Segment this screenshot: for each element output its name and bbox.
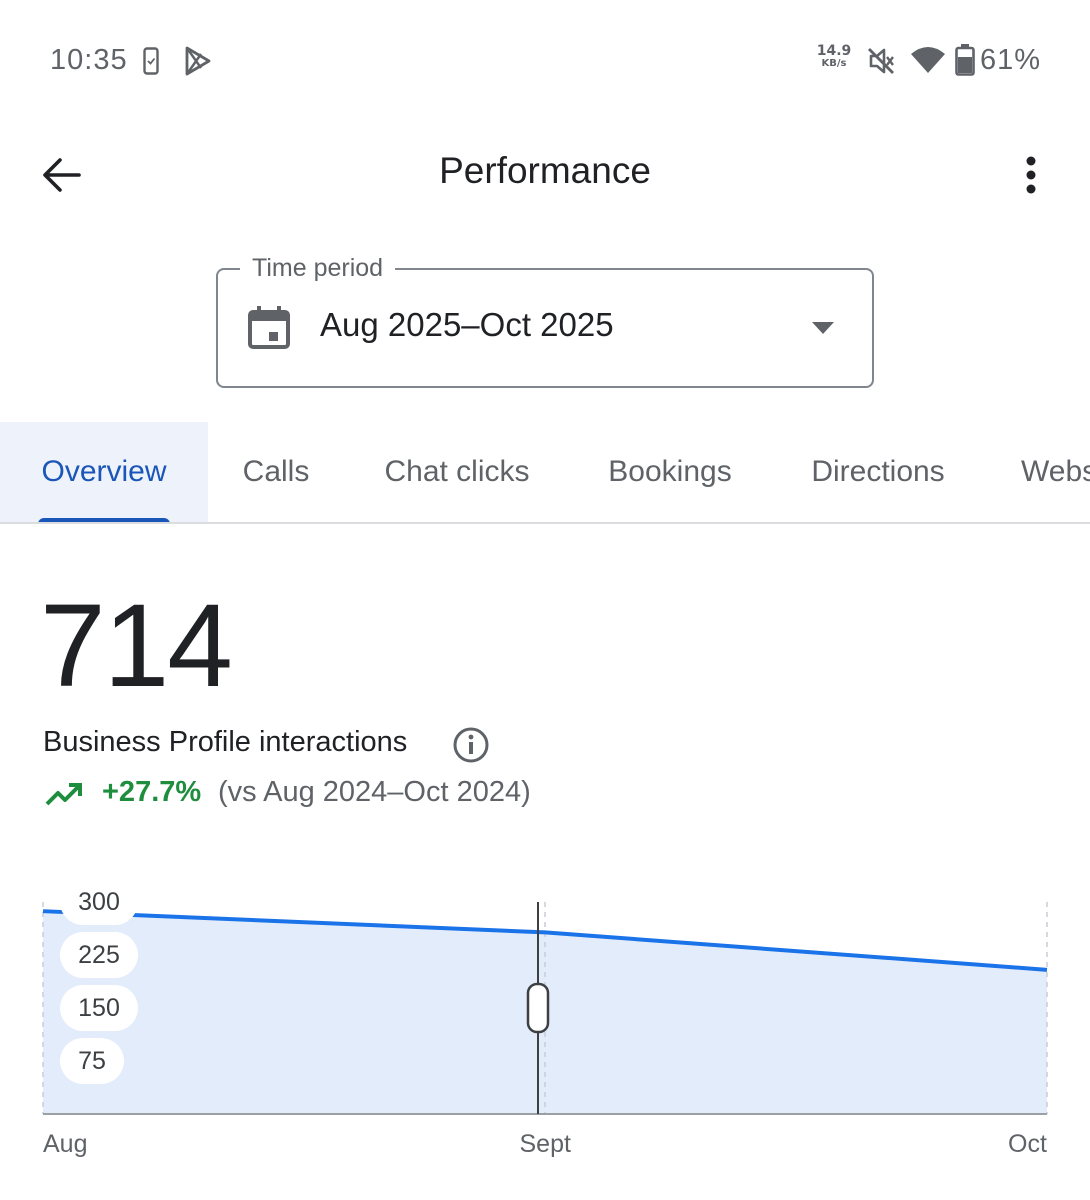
tab-directions[interactable]: Directions xyxy=(770,422,986,522)
back-button[interactable] xyxy=(38,152,84,198)
trending-up-icon xyxy=(45,783,82,806)
tab-label: Bookings xyxy=(608,455,732,488)
page-title: Performance xyxy=(439,150,651,191)
play-store-icon xyxy=(185,46,211,76)
mute-icon xyxy=(868,48,894,74)
status-bar: 10:35 14.9 KB/s 61% xyxy=(0,0,1090,120)
metric-label: Business Profile interactions xyxy=(43,726,408,758)
tab-indicator xyxy=(38,518,170,522)
y-tick-label: 300 xyxy=(60,879,138,925)
net-speed-value: 14.9 xyxy=(816,43,852,59)
info-icon[interactable] xyxy=(452,726,490,764)
net-speed: 14.9 KB/s xyxy=(816,44,852,69)
battery-percent: 61% xyxy=(980,44,1042,76)
time-period-label: Time period xyxy=(240,254,396,283)
tab-calls[interactable]: Calls xyxy=(208,422,344,522)
time-period-dropdown[interactable]: Time period Aug 2025–Oct 2025 xyxy=(216,254,874,388)
trend-value: +27.7% xyxy=(102,776,202,808)
tab-overview[interactable]: Overview xyxy=(0,422,208,522)
time-period-value: Aug 2025–Oct 2025 xyxy=(320,306,614,343)
tab-label: Chat clicks xyxy=(384,455,530,488)
interactions-chart: 300 225 150 75 Aug Sept Oct xyxy=(0,879,1090,1180)
more-options-button[interactable] xyxy=(1008,150,1054,200)
trend-comparison: (vs Aug 2024–Oct 2024) xyxy=(218,776,531,808)
arrow-back-icon xyxy=(43,158,81,192)
total-interactions: 714 xyxy=(40,580,233,712)
tab-label: Directions xyxy=(811,455,945,488)
y-tick-label: 225 xyxy=(60,932,138,978)
y-tick-label: 75 xyxy=(60,1038,124,1084)
app-bar: Performance xyxy=(0,130,1090,220)
chart-cursor-handle[interactable] xyxy=(526,982,550,1034)
y-tick-label: 150 xyxy=(60,985,138,1031)
tab-label: Webs xyxy=(1021,455,1090,488)
tab-label: Calls xyxy=(242,455,310,488)
tab-bookings[interactable]: Bookings xyxy=(570,422,770,522)
net-speed-unit: KB/s xyxy=(821,58,847,69)
tab-bar: Overview Calls Chat clicks Bookings Dire… xyxy=(0,422,1090,524)
phone-icon xyxy=(143,47,159,75)
x-tick-label: Aug xyxy=(43,1130,88,1158)
wifi-icon xyxy=(911,47,945,73)
dropdown-arrow-icon xyxy=(812,322,834,334)
more-vert-icon xyxy=(1026,156,1036,194)
calendar-icon xyxy=(248,306,290,349)
x-tick-label: Sept xyxy=(519,1130,571,1158)
tab-chat-clicks[interactable]: Chat clicks xyxy=(344,422,570,522)
status-time: 10:35 xyxy=(50,44,128,76)
tab-label: Overview xyxy=(41,455,167,488)
tab-website[interactable]: Webs xyxy=(986,422,1090,522)
chart-plot xyxy=(42,902,1048,1115)
battery-icon xyxy=(955,44,975,76)
x-tick-label: Oct xyxy=(1008,1130,1047,1158)
